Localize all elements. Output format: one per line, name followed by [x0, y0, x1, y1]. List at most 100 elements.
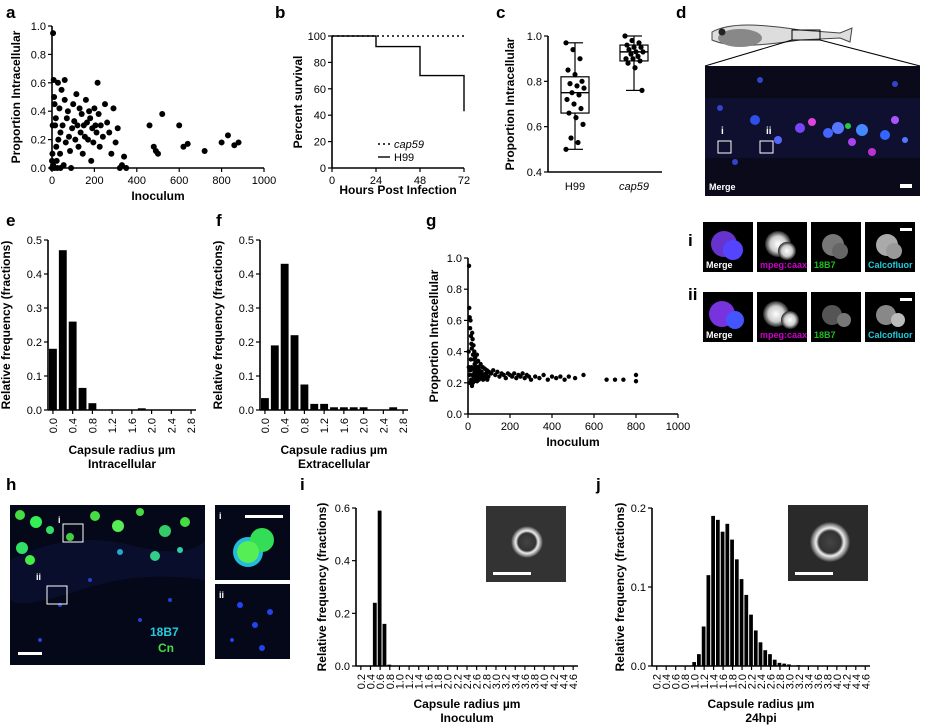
x-tick-label: 0.8	[680, 674, 692, 689]
data-point	[568, 135, 574, 141]
data-point	[95, 111, 102, 118]
x-tick-label: 4.0	[539, 674, 551, 689]
roi-label-h-ii: ii	[36, 572, 41, 582]
data-point	[562, 377, 567, 382]
y-tick-label: 0.3	[27, 303, 42, 315]
x-tick-label: 2.0	[443, 674, 455, 689]
x-axis-label: Capsule radius µm	[414, 697, 521, 711]
x-tick-label: 2.2	[747, 674, 759, 689]
chart-a: 0.0 0.2 0.4 0.6 0.8 1.0 0 200 400 600 800 1000 Propo…	[9, 21, 276, 203]
x-tick-label: 2.0	[147, 418, 159, 433]
data-point	[218, 139, 225, 146]
data-point	[581, 85, 587, 91]
data-point	[474, 352, 480, 357]
fish-region-box	[791, 29, 821, 41]
data-point	[83, 119, 90, 126]
data-point	[231, 142, 238, 149]
x-tick-label: 1.8	[728, 674, 740, 689]
chart-b: 0 20 40 60 80 100 0 24 48 72 Percent survival Hours…	[291, 31, 470, 197]
data-point	[541, 372, 546, 378]
x-tick-label: 0.4	[68, 418, 80, 433]
data-point	[123, 165, 130, 171]
data-point	[558, 374, 563, 379]
data-point	[533, 374, 538, 379]
inset-h-ii: ii	[215, 584, 290, 659]
x-tick-label: 0.6	[375, 674, 387, 689]
scale-bar-ii	[900, 298, 912, 301]
bar	[300, 384, 309, 410]
data-point	[573, 115, 579, 121]
x-tick-label: 0.8	[385, 674, 397, 689]
data-point	[571, 101, 577, 107]
data-point	[110, 105, 117, 112]
x-tick-label: 1.0	[690, 674, 702, 689]
x-tick-label: 1.4	[414, 674, 426, 689]
data-point	[79, 150, 86, 157]
box	[560, 76, 590, 114]
x-tick-label: 400	[543, 421, 561, 433]
data-point	[468, 318, 473, 323]
x-tick-label: 2.8	[186, 418, 198, 433]
x-axis-label: Inoculum	[131, 189, 184, 203]
h-label-cn: Cn	[158, 641, 174, 655]
inset-h-i: i	[215, 505, 290, 580]
data-point	[93, 129, 100, 136]
x-tick-label: 800	[212, 175, 230, 187]
ch-label-ii-1: mpeg:caax	[760, 330, 807, 340]
bar	[389, 407, 398, 410]
bar	[68, 321, 77, 410]
data-point	[55, 136, 62, 143]
data-point	[61, 76, 68, 83]
data-point	[63, 115, 70, 122]
data-point	[49, 150, 56, 157]
data-point	[64, 108, 71, 115]
data-point	[53, 157, 60, 164]
data-point	[549, 374, 555, 379]
x-tick-label: 1.2	[404, 674, 416, 689]
data-point	[106, 129, 113, 136]
bar	[706, 575, 711, 666]
x-tick-label: 1.2	[107, 418, 119, 433]
data-point	[576, 92, 582, 98]
fish-yolk-shape	[718, 29, 762, 47]
data-point	[466, 263, 472, 268]
y-tick-label: 0.5	[27, 235, 42, 247]
data-point	[112, 139, 119, 146]
data-point	[52, 115, 59, 122]
y-tick-label: 100	[308, 31, 326, 43]
y-tick-label: 0.3	[239, 303, 254, 315]
y-tick-label: 60	[314, 84, 326, 96]
ch-label-i-0: Merge	[706, 260, 733, 270]
y-tick-label: 0.6	[31, 78, 46, 90]
x-tick-label: 2.4	[462, 674, 474, 689]
data-point	[72, 136, 79, 143]
x-tick-label: 1.2	[699, 674, 711, 689]
data-point	[82, 96, 89, 103]
y-tick-label: 0.4	[31, 106, 46, 118]
y-axis-label: Proportion Intracellular	[427, 269, 441, 402]
data-point	[68, 165, 75, 171]
x-tick-label: 2.8	[481, 674, 493, 689]
x-tick-label: 600	[170, 175, 188, 187]
y-tick-label: 0.8	[527, 76, 542, 88]
data-point	[155, 150, 161, 157]
y-tick-label: 0.1	[631, 582, 646, 594]
y-tick-label: 0.5	[239, 235, 254, 247]
y-tick-label: 0.0	[631, 661, 646, 673]
y-tick-label: 0.2	[27, 337, 42, 349]
x-tick-label: 0.0	[48, 418, 60, 433]
y-tick-label: 0.8	[447, 284, 462, 296]
bar	[734, 559, 739, 666]
x-tick-label: 3.6	[520, 674, 532, 689]
data-point	[564, 96, 570, 103]
series-line-h99	[332, 35, 465, 112]
x-tick-label: 4.6	[568, 674, 580, 689]
x-tick-label: 1.6	[718, 674, 730, 689]
chart-i: 0.00.20.40.60.20.40.60.81.01.21.41.61.82…	[315, 503, 580, 725]
data-point	[77, 129, 84, 136]
panel-label-a: a	[6, 3, 16, 22]
x-axis-sublabel: Inoculum	[440, 711, 493, 725]
roi-label-d-i: i	[721, 126, 724, 137]
data-point	[623, 56, 629, 62]
ch-label-ii-3: Calcofluor	[868, 330, 913, 340]
